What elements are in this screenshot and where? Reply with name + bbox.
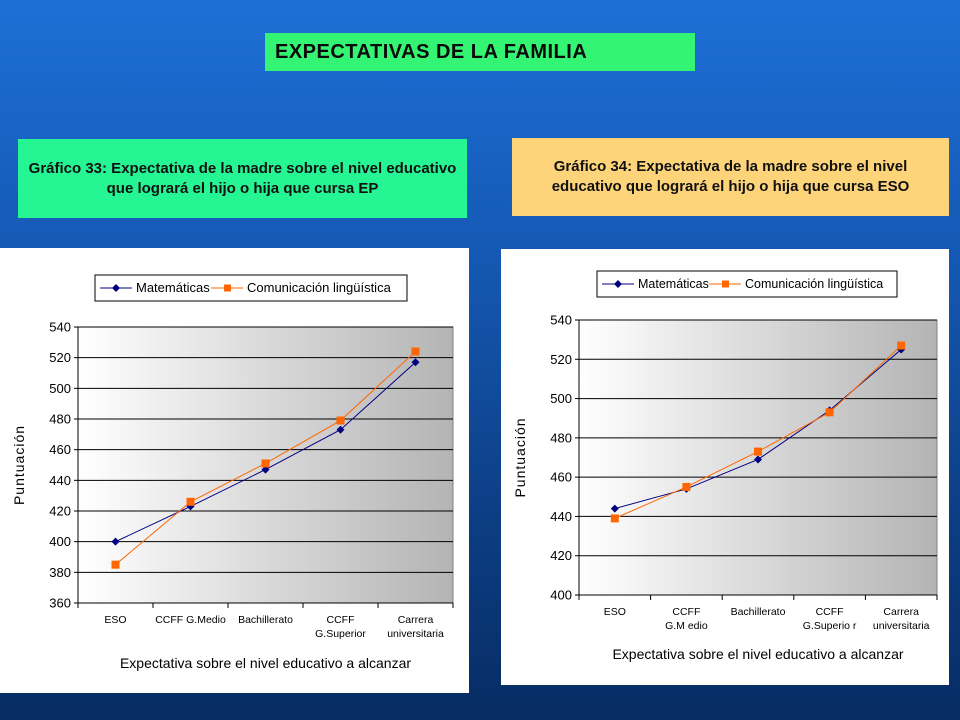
x-tick-label: CCFF G.Medio [155,614,226,626]
x-tick-label: ESO [604,606,626,618]
x-tick-label: CCFF G.Superio r [803,606,857,632]
chart-panel-right: Matemáticas Comunicación lingüística 540 52… [501,249,949,685]
page-title: EXPECTATIVAS DE LA FAMILIA [265,33,695,71]
x-tick-label: CCFF G.M edio [665,606,708,632]
y-tick-label: 520 [49,350,71,365]
y-tick-label: 400 [550,588,572,603]
y-tick-label: 400 [49,534,71,549]
x-axis-title: Expectativa sobre el nivel educativo a a… [612,646,903,662]
data-point-comunicacion [186,497,195,506]
legend-marker-matematicas [112,284,120,292]
y-axis-title: Puntuación [11,425,27,505]
y-tick-label: 420 [550,548,572,563]
x-tick-label: Bachillerato [238,614,293,626]
x-tick-label: Carrera universitaria [873,606,930,632]
y-tick-label: 500 [550,391,572,406]
legend-label-comunicacion: Comunicación lingüística [745,277,883,291]
data-point-comunicacion [336,416,345,425]
legend-label-comunicacion: Comunicación lingüística [247,280,392,295]
legend-label-matematicas: Matemáticas [638,277,709,291]
y-tick-label: 500 [49,381,71,396]
data-point-matematicas [754,455,762,464]
data-point-comunicacion [111,560,120,569]
x-tick-label: Bachillerato [731,606,786,618]
y-tick-label: 440 [550,509,572,524]
data-point-matematicas [336,425,345,434]
y-tick-label: 480 [49,412,71,427]
x-axis-title: Expectativa sobre el nivel educativo a a… [120,655,411,671]
data-point-comunicacion [682,482,691,491]
data-point-matematicas [411,358,420,367]
y-tick-label: 420 [49,504,71,519]
y-tick-label: 380 [49,565,71,580]
data-point-matematicas [111,537,120,546]
chart-legend [94,274,408,302]
data-point-comunicacion [411,347,420,356]
chart-panel-left: Matemáticas Comunicación lingüística 540 52… [0,248,469,693]
legend-marker-matematicas [614,280,622,288]
line-chart-ep: Matemáticas Comunicación lingüística 540 52… [11,274,454,671]
x-tick-label: Carrera universitaria [387,614,444,640]
y-tick-label: 520 [550,352,572,367]
y-tick-label: 460 [49,442,71,457]
line-chart-eso: Matemáticas Comunicación lingüística 540 52… [512,270,938,662]
data-point-comunicacion [825,408,834,417]
chart-caption-right: Gráfico 34: Expectativa de la madre sobr… [512,138,949,216]
y-tick-label: 360 [49,596,71,611]
chart-caption-left: Gráfico 33: Expectativa de la madre sobr… [18,139,467,218]
legend-marker-comunicacion [722,280,729,288]
data-point-matematicas [261,465,270,474]
y-tick-label: 480 [550,430,572,445]
y-tick-label: 460 [550,470,572,485]
data-point-matematicas [610,504,619,513]
data-point-comunicacion [897,341,906,350]
x-tick-label: ESO [104,614,126,626]
x-tick-label: CCFF G.Superior [315,614,366,640]
chart-legend [596,270,898,298]
y-tick-label: 440 [49,473,71,488]
legend-label-matematicas: Matemáticas [136,280,210,295]
data-point-comunicacion [754,447,762,456]
data-point-comunicacion [261,459,270,468]
data-point-comunicacion [610,514,619,523]
y-tick-label: 540 [49,320,71,335]
y-tick-label: 540 [550,313,572,328]
y-axis-title: Puntuación [512,417,528,497]
legend-marker-comunicacion [224,284,231,292]
